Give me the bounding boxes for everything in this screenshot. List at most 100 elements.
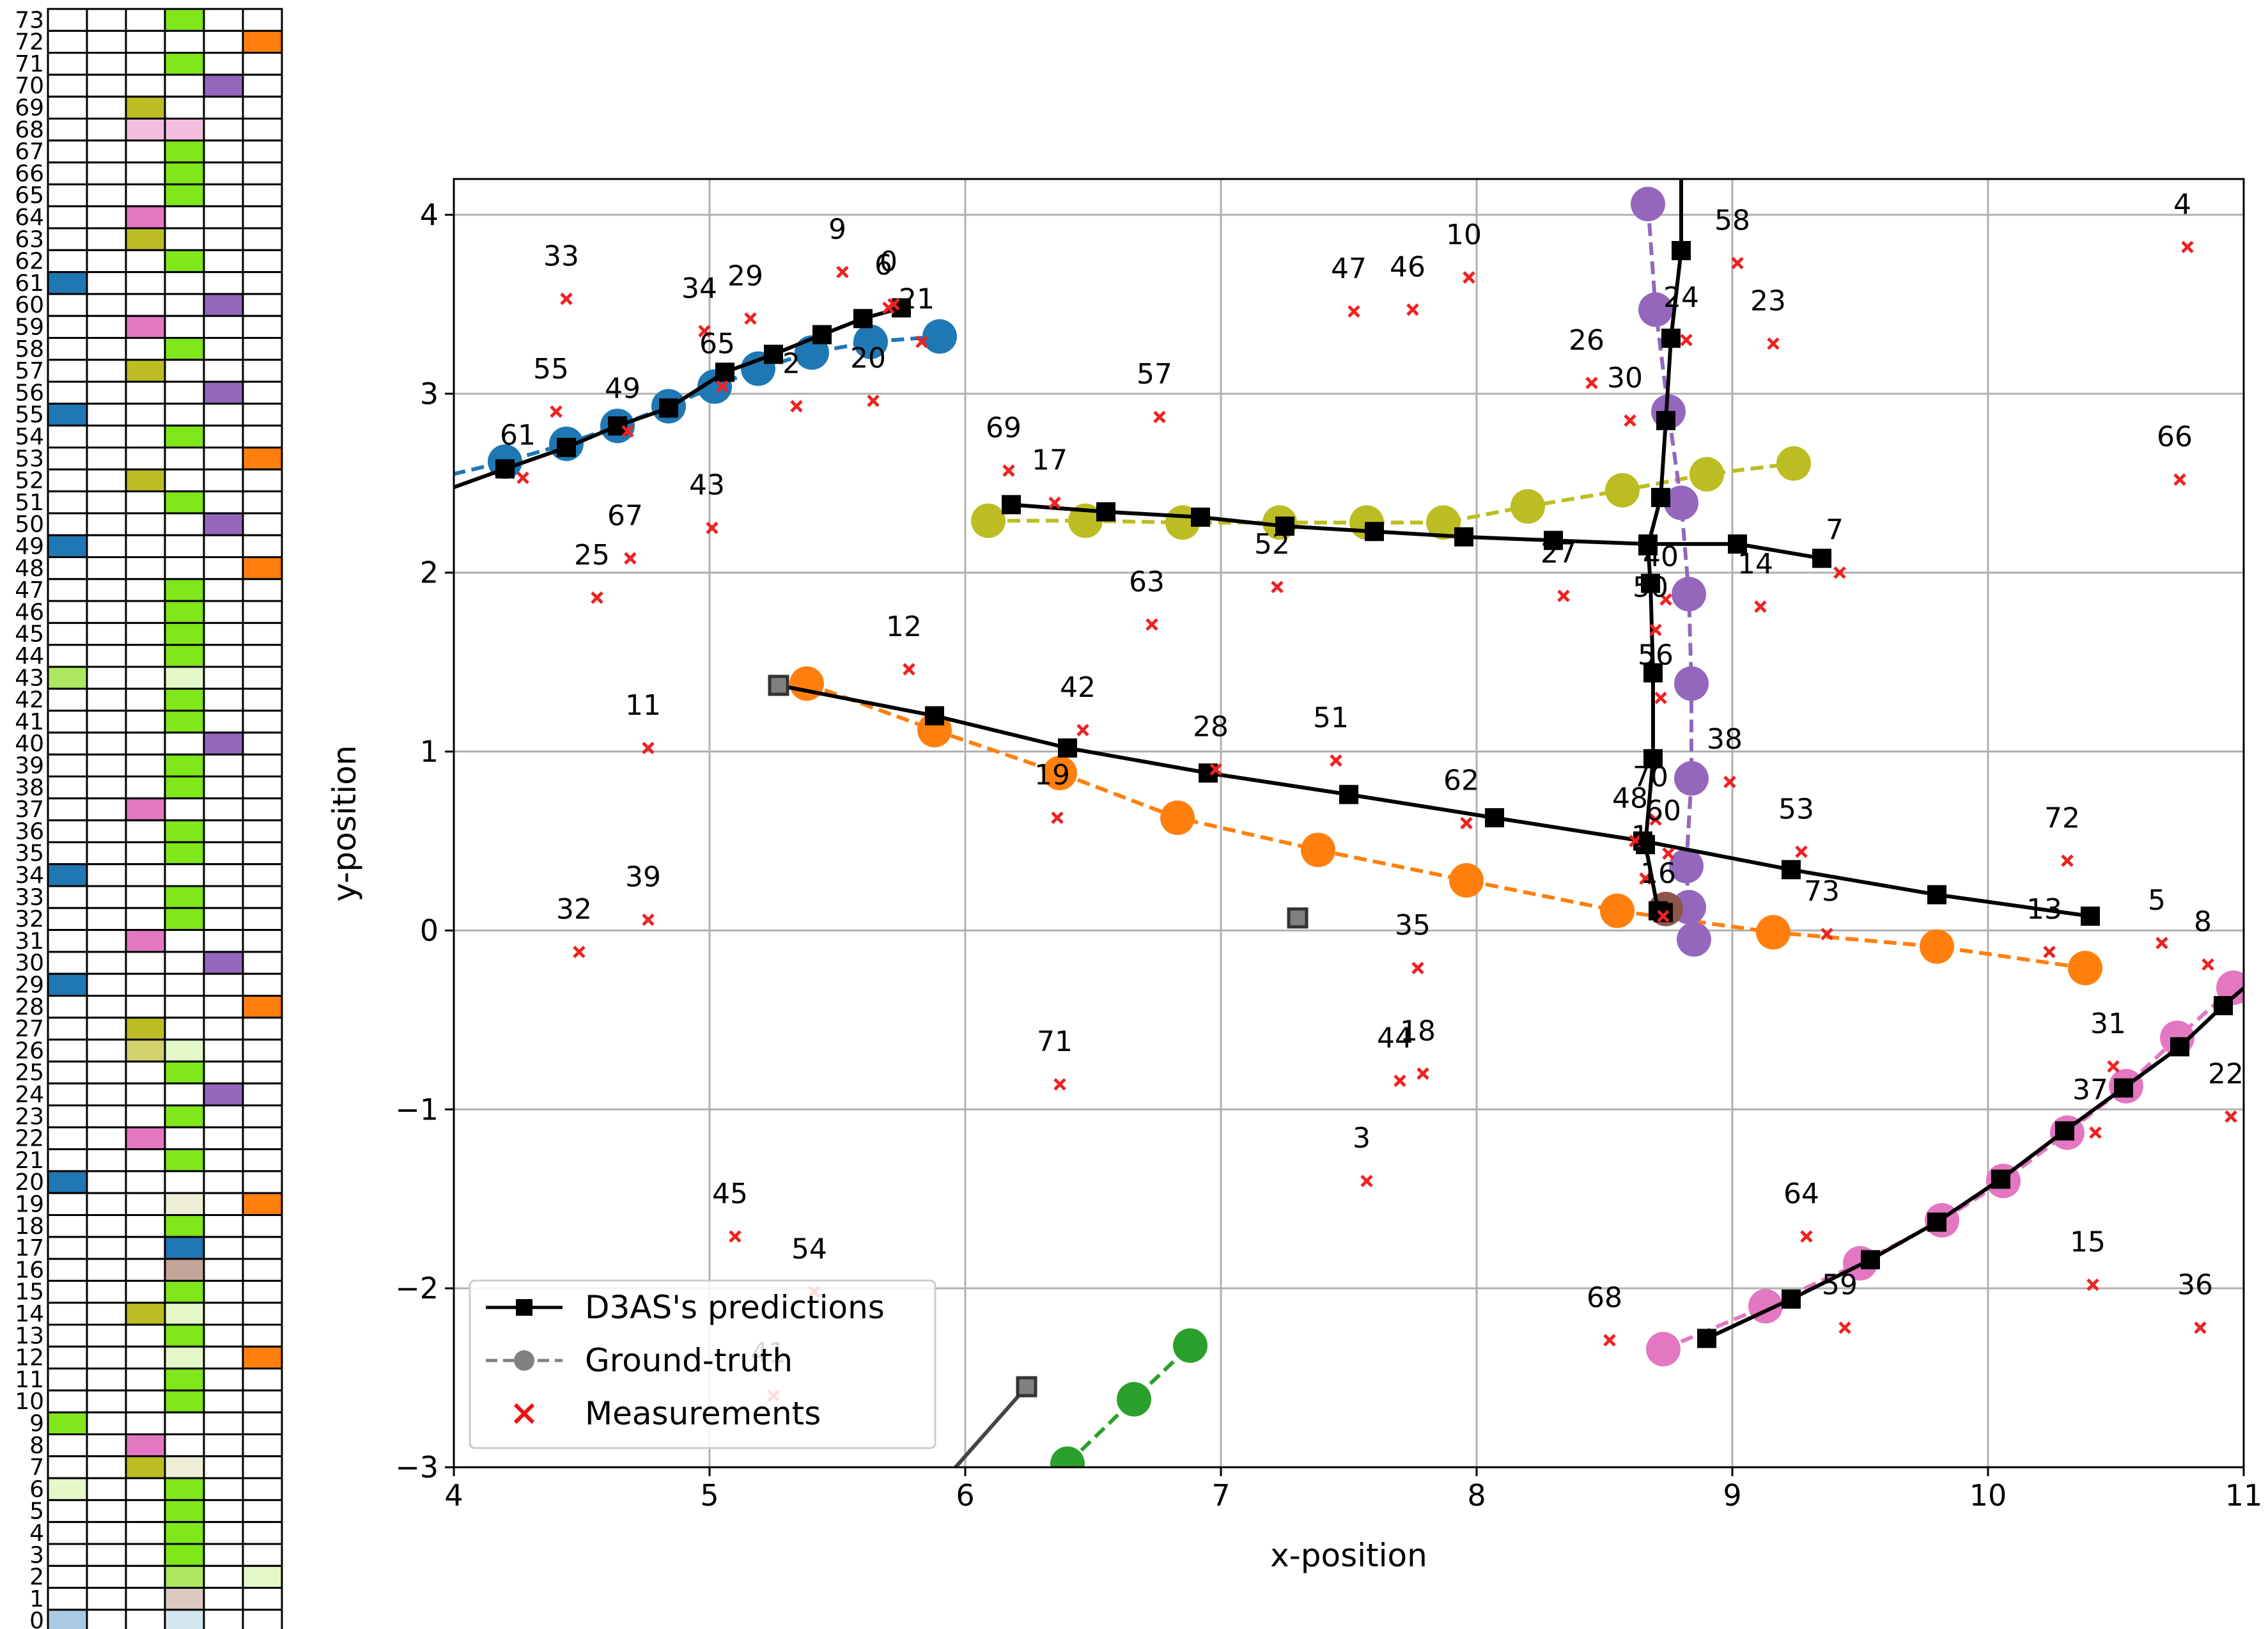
grid-row-label: 33 <box>15 884 44 910</box>
grid-cell <box>203 161 244 185</box>
measurement-point <box>882 301 895 315</box>
grid-cell <box>86 52 127 76</box>
grid-row-label: 51 <box>15 490 44 516</box>
grid-cell <box>242 1148 283 1173</box>
grid-cell <box>242 1302 283 1326</box>
grid-cell <box>125 95 166 120</box>
measurement-point <box>1460 816 1473 830</box>
grid-row-label: 43 <box>15 665 44 691</box>
measurement-point <box>2225 1110 2237 1123</box>
grid-row-label: 59 <box>15 315 44 341</box>
prediction-line <box>1643 179 1683 915</box>
measurement-label: 31 <box>2090 1008 2126 1040</box>
measurement-point <box>2194 1321 2207 1334</box>
x-axis-label: x-position <box>1270 1537 1427 1574</box>
grid-cell <box>47 1236 88 1260</box>
ground-truth-point <box>971 503 1006 538</box>
grid-cell <box>242 556 283 581</box>
ground-truth-line <box>988 462 1794 525</box>
grid-cell <box>47 885 88 909</box>
measurement-label: 66 <box>2157 421 2193 453</box>
grid-cell <box>47 1148 88 1173</box>
grid-cell <box>125 819 166 843</box>
measurement-label: 49 <box>605 373 641 405</box>
measurement-label: 22 <box>2208 1057 2244 1090</box>
ground-truth-point <box>1920 929 1954 964</box>
grid-cell <box>47 293 88 317</box>
grid-row-label: 14 <box>15 1301 44 1327</box>
measurement-point <box>1662 847 1675 860</box>
grid-cell <box>203 512 244 536</box>
grid-cell <box>86 74 127 98</box>
prediction-point <box>1654 903 1673 923</box>
grid-cell <box>242 1477 283 1501</box>
measurement-label: 59 <box>1822 1269 1858 1302</box>
grid-cell <box>203 885 244 909</box>
grid-cell <box>47 841 88 866</box>
grid-cell <box>47 600 88 624</box>
grid-cell <box>203 1170 244 1194</box>
grid-cell <box>125 490 166 515</box>
grid-row-label: 73 <box>15 7 44 33</box>
legend-measurements-label: Measurements <box>585 1395 821 1432</box>
grid-cell <box>125 1126 166 1151</box>
measurement-label: 73 <box>1804 875 1840 908</box>
grid-cell <box>125 1543 166 1567</box>
grid-cell <box>242 8 283 32</box>
y-tick-label: 4 <box>420 198 439 232</box>
measurement-label: 45 <box>712 1178 748 1210</box>
measurement-point <box>550 405 563 418</box>
x-tick-label: 6 <box>956 1478 974 1513</box>
legend-ground-truth-label: Ground-truth <box>585 1342 793 1379</box>
measurement-point <box>1795 845 1808 859</box>
grid-cell <box>242 402 283 427</box>
grid-cell <box>242 929 283 953</box>
grid-cell <box>86 1170 127 1194</box>
measurement-point <box>2043 946 2056 958</box>
grid-cell <box>86 205 127 230</box>
grid-cell <box>86 797 127 822</box>
grid-cell <box>203 446 244 471</box>
measurement-point <box>1406 303 1419 316</box>
measurement-point <box>1838 1321 1851 1334</box>
grid-cell <box>242 1082 283 1107</box>
grid-cell <box>164 29 205 54</box>
grid-row-label: 54 <box>15 424 44 450</box>
grid-cell <box>242 468 283 493</box>
x-tick-label: 10 <box>1969 1478 2007 1513</box>
grid-cell <box>164 8 205 32</box>
measurement-point <box>744 312 757 325</box>
prediction-point <box>557 437 576 457</box>
grid-cell <box>86 1038 127 1063</box>
grid-cell <box>164 885 205 909</box>
measurement-label: 19 <box>1034 759 1070 791</box>
grid-cell <box>125 1258 166 1282</box>
ground-truth-point <box>1117 1382 1151 1417</box>
grid-cell <box>203 293 244 317</box>
grid-cell <box>164 1411 205 1435</box>
measurement-point <box>1767 337 1780 350</box>
measurement-point <box>729 1230 742 1243</box>
grid-cell <box>203 1499 244 1524</box>
grid-cell <box>242 1433 283 1458</box>
grid-row-label: 27 <box>15 1016 44 1042</box>
prediction-line <box>1011 503 1822 561</box>
grid-cell <box>203 271 244 295</box>
grid-cell <box>86 1389 127 1414</box>
grid-cell <box>125 1017 166 1041</box>
ground-truth-line <box>454 334 940 476</box>
measurement-label: 5 <box>2148 884 2166 917</box>
grid-cell <box>47 1411 88 1435</box>
measurement-label: 51 <box>1313 702 1349 735</box>
prediction-point <box>1812 549 1831 568</box>
grid-cell <box>47 95 88 120</box>
grid-row-label: 2 <box>29 1564 44 1591</box>
grid-cell <box>164 534 205 559</box>
grid-cell <box>242 359 283 383</box>
grid-cell <box>203 1258 244 1282</box>
grid-cell <box>164 1433 205 1458</box>
prediction-point <box>1058 738 1077 758</box>
prediction-point <box>1861 1250 1880 1270</box>
legend-ground-truth-marker <box>514 1350 534 1371</box>
grid-cell <box>242 995 283 1019</box>
